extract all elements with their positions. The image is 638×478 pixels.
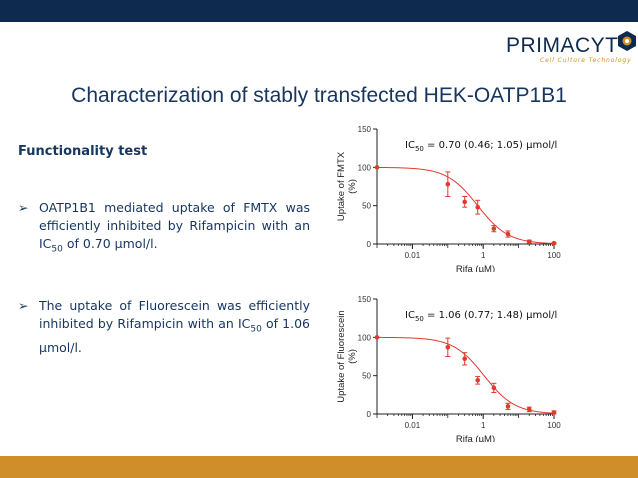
ic50-annotation-part: 50 <box>415 145 424 153</box>
chart-fmtx: 0 50 100 150 0.01 1 100 Rifa (µM) Uptake of FMTX… <box>330 122 630 272</box>
y-axis-label: Uptake of FMTX(%) <box>336 151 358 221</box>
data-point <box>475 377 481 383</box>
data-point <box>445 345 451 350</box>
ic50-annotation: IC50 = 0.70 (0.46; 1.05) µmol/l <box>405 140 557 153</box>
x-axis-label: Rifa (µM) <box>456 434 495 442</box>
bullet-item-1: ➢ OATP1B1 mediated uptake of FMTX was ef… <box>18 199 310 259</box>
x-tick-label: 0.01 <box>405 251 421 260</box>
y-axis-label-line: Uptake of Fluorescein <box>336 310 347 402</box>
ic50-annotation-part: = 1.06 (0.77; 1.48) µmol/l <box>424 310 557 321</box>
data-point <box>526 407 532 412</box>
x-tick-label: 100 <box>547 421 561 430</box>
y-tick-label: 150 <box>358 295 372 304</box>
y-tick-label: 0 <box>367 240 372 249</box>
dose-response-plot-fmtx: 0 50 100 150 0.01 1 100 Rifa (µM) Uptake of FMTX… <box>336 125 561 272</box>
brand-tagline: Cell Culture Technology <box>540 57 632 64</box>
arrow-bullet-icon: ➢ <box>18 298 29 313</box>
bullet-text: The uptake of Fluorescein was efficientl… <box>39 298 310 355</box>
data-point <box>475 204 481 210</box>
data-point <box>445 181 451 187</box>
bullet-text: OATP1B1 mediated uptake of FMTX was effi… <box>39 200 310 255</box>
x-tick-label: 0.01 <box>405 421 421 430</box>
x-tick-label: 1 <box>481 251 486 260</box>
section-heading: Functionality test <box>18 144 148 159</box>
data-point <box>505 231 511 237</box>
fit-curve <box>376 166 555 244</box>
fit-curve <box>377 336 555 414</box>
top-bar <box>0 0 638 22</box>
ic50-annotation-part: 50 <box>415 315 424 323</box>
x-tick-label: 100 <box>547 251 561 260</box>
y-tick-label: 150 <box>358 125 372 134</box>
ic50-annotation-part: IC <box>405 310 415 321</box>
slide-title: Characterization of stably transfected H… <box>71 84 567 107</box>
data-point <box>374 165 380 170</box>
arrow-bullet-icon: ➢ <box>18 200 29 215</box>
data-point <box>491 226 497 231</box>
data-point <box>374 335 380 340</box>
y-tick-label: 50 <box>362 372 371 381</box>
ic50-annotation-part: = 0.70 (0.46; 1.05) µmol/l <box>424 140 557 151</box>
x-tick-label: 1 <box>481 421 486 430</box>
brand-name: PRIMACYT <box>506 34 619 57</box>
x-axis-label: Rifa (µM) <box>456 264 495 272</box>
data-point <box>462 356 467 362</box>
data-point <box>491 385 497 391</box>
data-point <box>526 239 532 244</box>
hexagon-cell-icon <box>618 31 636 51</box>
brand-logo: PRIMACYT Cell Culture Technology <box>506 30 636 66</box>
dose-response-plot-fluorescein: 0 50 100 150 0.01 1 100 Rifa (µM) Uptake of Fluo… <box>336 295 561 442</box>
data-point <box>551 410 557 415</box>
ic50-annotation: IC50 = 1.06 (0.77; 1.48) µmol/l <box>405 310 557 323</box>
y-axis-label-line: (%) <box>347 349 358 364</box>
y-axis-label-line: (%) <box>347 179 358 194</box>
y-axis-label-line: Uptake of FMTX <box>336 151 347 221</box>
bottom-bar <box>0 456 638 478</box>
data-point <box>505 404 511 409</box>
bullet-item-2: ➢ The uptake of Fluorescein was efficien… <box>18 297 310 357</box>
y-tick-label: 100 <box>358 163 372 172</box>
y-tick-label: 0 <box>367 410 372 419</box>
chart-fluorescein: 0 50 100 150 0.01 1 100 Rifa (µM) Uptake of Fluo… <box>330 292 630 442</box>
y-tick-label: 100 <box>358 333 372 342</box>
ic50-annotation-part: IC <box>405 140 415 151</box>
data-point <box>462 199 467 205</box>
y-axis-label: Uptake of Fluorescein(%) <box>336 310 358 402</box>
y-tick-label: 50 <box>362 202 371 211</box>
data-point <box>551 240 557 246</box>
